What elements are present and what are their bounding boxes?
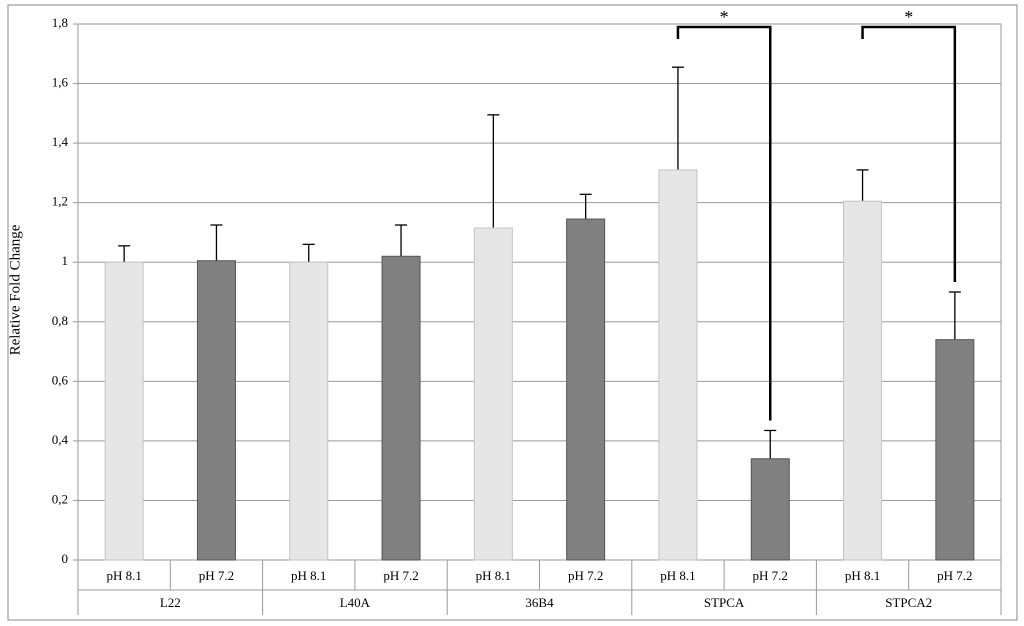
y-tick-label: 1,6 <box>52 75 69 90</box>
x-tick-label: pH 8.1 <box>106 568 141 583</box>
significance-label: * <box>720 7 729 27</box>
bar <box>658 169 698 561</box>
bar <box>104 261 144 561</box>
bar <box>750 458 790 561</box>
bar <box>566 218 606 561</box>
bar <box>196 260 236 561</box>
chart-frame <box>7 4 1018 621</box>
y-tick-label: 0,6 <box>52 372 69 387</box>
x-tick-label: pH 7.2 <box>199 568 234 583</box>
bar <box>289 261 329 561</box>
y-tick-label: 1,8 <box>52 15 68 30</box>
x-tick-label: pH 7.2 <box>753 568 788 583</box>
significance-bracket <box>676 25 772 421</box>
bar <box>843 200 883 561</box>
y-tick-label: 0,8 <box>52 313 68 328</box>
y-tick-label: 0,2 <box>52 491 68 506</box>
group-label: 36B4 <box>525 595 554 610</box>
x-tick-label: pH 7.2 <box>568 568 603 583</box>
significance-label: * <box>904 7 913 27</box>
significance-bracket <box>861 25 957 282</box>
x-tick-label: pH 8.1 <box>291 568 326 583</box>
group-label: STPCA2 <box>885 595 932 610</box>
y-tick-label: 0,4 <box>52 432 69 447</box>
y-tick-label: 0 <box>62 551 69 566</box>
group-label: L40A <box>340 595 371 610</box>
bar <box>935 339 975 561</box>
group-label: STPCA <box>704 595 745 610</box>
x-tick-label: pH 8.1 <box>845 568 880 583</box>
group-label: L22 <box>160 595 181 610</box>
y-tick-label: 1 <box>62 253 69 268</box>
x-tick-label: pH 7.2 <box>937 568 972 583</box>
bar <box>381 255 421 561</box>
x-tick-label: pH 8.1 <box>476 568 511 583</box>
bar <box>473 227 513 561</box>
y-tick-label: 1,2 <box>52 194 68 209</box>
y-axis-label: Relative Fold Change <box>7 224 23 355</box>
x-tick-label: pH 7.2 <box>383 568 418 583</box>
x-tick-label: pH 8.1 <box>660 568 695 583</box>
y-tick-label: 1,4 <box>52 134 69 149</box>
